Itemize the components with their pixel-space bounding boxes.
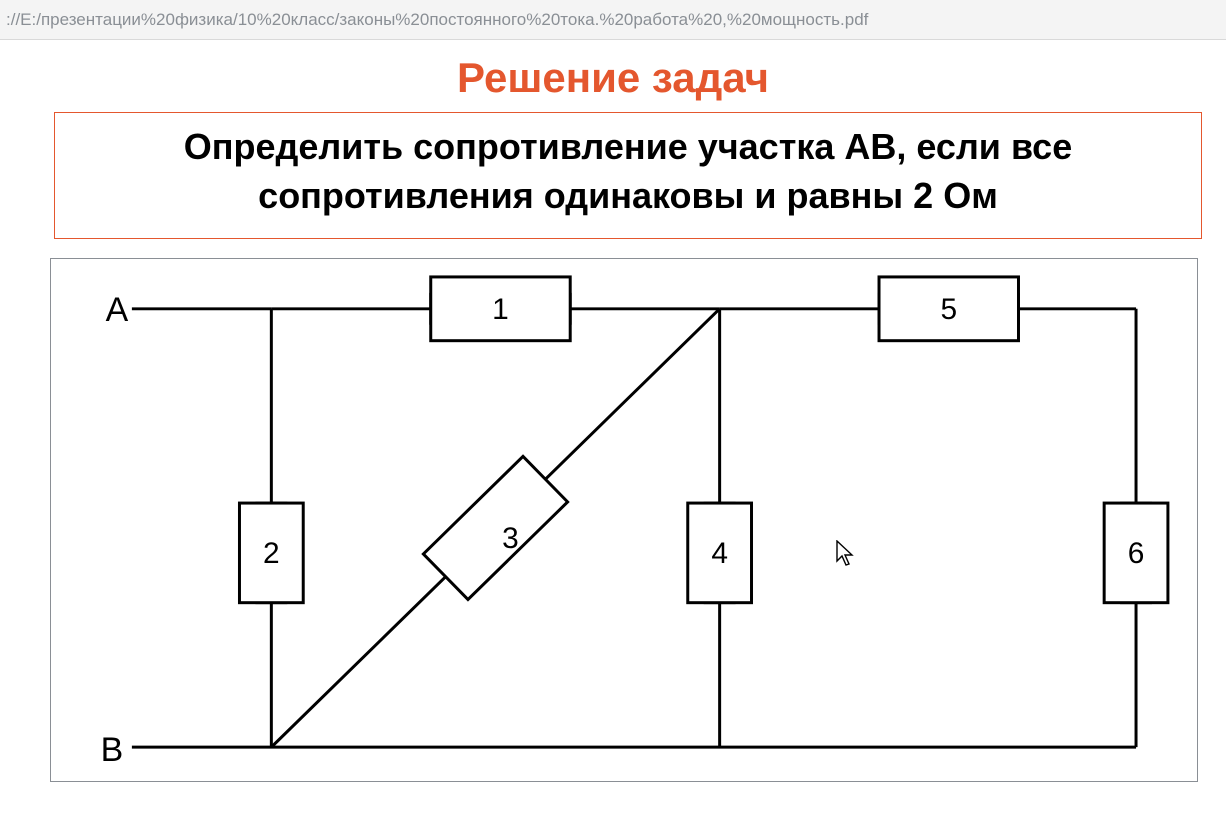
- address-bar-text: ://E:/презентации%20физика/10%20класс/за…: [6, 10, 868, 30]
- slide-title: Решение задач: [0, 54, 1226, 102]
- pdf-page: Решение задач Определить сопротивление у…: [0, 40, 1226, 834]
- resistor-1-label: 1: [492, 293, 509, 326]
- address-bar[interactable]: ://E:/презентации%20физика/10%20класс/за…: [0, 0, 1226, 40]
- resistor-4-label: 4: [711, 537, 728, 570]
- resistor-3: [423, 456, 567, 599]
- resistor-5-label: 5: [940, 293, 957, 326]
- resistor-2-label: 2: [263, 537, 280, 570]
- problem-statement: Определить сопротивление участка АВ, есл…: [54, 112, 1202, 239]
- circuit-diagram: 1 5 2 4 6 3 A B: [51, 259, 1197, 781]
- terminal-b-label: B: [101, 731, 124, 769]
- terminal-a-label: A: [106, 291, 129, 329]
- resistor-6-label: 6: [1128, 537, 1145, 570]
- circuit-diagram-frame: 1 5 2 4 6 3 A B: [50, 258, 1198, 782]
- resistor-3-label: 3: [502, 522, 519, 555]
